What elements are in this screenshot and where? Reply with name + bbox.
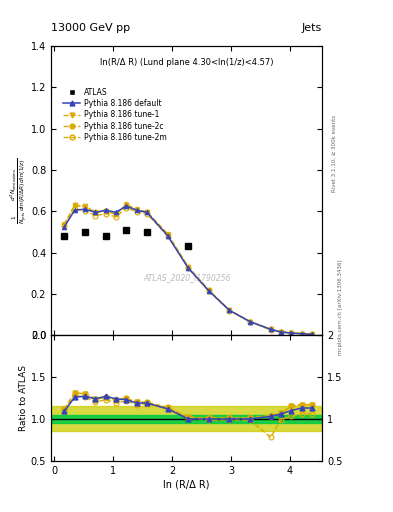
Text: Rivet 3.1.10, ≥ 300k events: Rivet 3.1.10, ≥ 300k events [332,115,337,192]
Text: mcplots.cern.ch [arXiv:1306.3436]: mcplots.cern.ch [arXiv:1306.3436] [338,260,343,355]
Text: ATLAS_2020_I1790256: ATLAS_2020_I1790256 [143,273,230,282]
Text: 13000 GeV pp: 13000 GeV pp [51,23,130,33]
Legend: ATLAS, Pythia 8.186 default, Pythia 8.186 tune-1, Pythia 8.186 tune-2c, Pythia 8: ATLAS, Pythia 8.186 default, Pythia 8.18… [61,84,170,145]
Text: ln(R/Δ R) (Lund plane 4.30<ln(1/z)<4.57): ln(R/Δ R) (Lund plane 4.30<ln(1/z)<4.57) [100,58,274,67]
X-axis label: ln (R/Δ R): ln (R/Δ R) [163,480,210,490]
Bar [51,415,322,423]
Y-axis label: Ratio to ATLAS: Ratio to ATLAS [19,365,28,431]
Text: Jets: Jets [302,23,322,33]
Y-axis label: $\frac{1}{N_{\rm jets}}\frac{d^2 N_{\rm emissions}}{d\ln (R/\Delta R)\, d\ln (1/: $\frac{1}{N_{\rm jets}}\frac{d^2 N_{\rm … [9,158,29,224]
Bar [51,407,322,432]
